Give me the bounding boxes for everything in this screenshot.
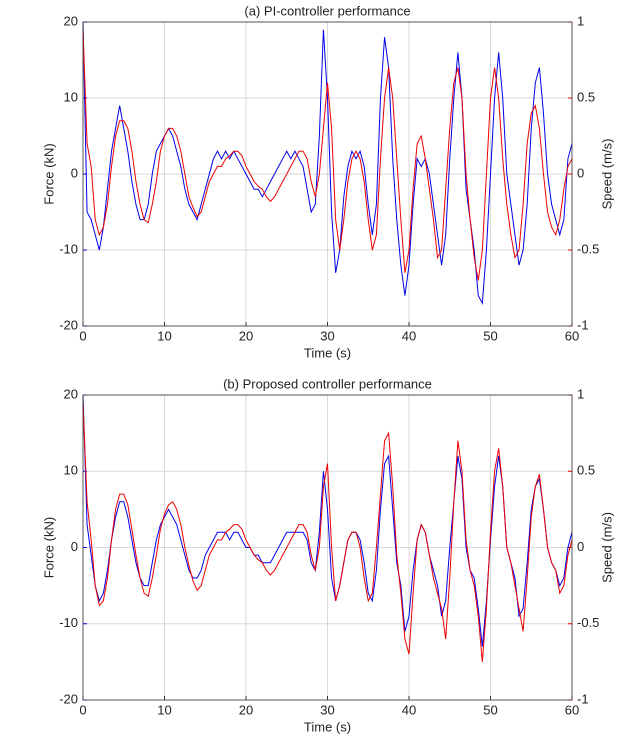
y-axis-label: Force (kN)	[41, 143, 56, 204]
y-tick-label: -10	[59, 241, 78, 256]
y2-tick-label: 0	[577, 539, 584, 554]
x-axis-label: Time (s)	[304, 719, 351, 734]
y-tick-label: -10	[59, 615, 78, 630]
plot-frame	[82, 21, 573, 327]
y2-tick-label: 1	[577, 386, 584, 401]
y-tick-label: 20	[64, 13, 78, 28]
y2-tick-label: 0.5	[577, 463, 595, 478]
y-tick-label: 0	[71, 539, 78, 554]
y2-tick-label: -1	[577, 317, 589, 332]
chart-title: (a) PI-controller performance	[244, 3, 410, 18]
x-tick-label: 0	[79, 702, 86, 717]
x-tick-label: 10	[157, 328, 171, 343]
x-tick-label: 20	[239, 702, 253, 717]
y2-tick-label: 1	[577, 13, 584, 28]
plot-frame	[82, 394, 573, 701]
y-tick-label: -20	[59, 691, 78, 706]
data-line	[82, 29, 573, 281]
y2-tick-label: -0.5	[577, 241, 599, 256]
y-tick-label: -20	[59, 317, 78, 332]
y-tick-label: 0	[71, 165, 78, 180]
x-tick-label: 20	[239, 328, 253, 343]
y2-tick-label: -0.5	[577, 615, 599, 630]
y2-tick-label: 0	[577, 165, 584, 180]
y-tick-label: 20	[64, 386, 78, 401]
x-tick-label: 40	[402, 702, 416, 717]
y-tick-label: 10	[64, 89, 78, 104]
y-tick-label: 10	[64, 463, 78, 478]
x-tick-label: 60	[565, 328, 579, 343]
x-tick-label: 40	[402, 328, 416, 343]
y2-tick-label: 0.5	[577, 89, 595, 104]
x-tick-label: 30	[320, 702, 334, 717]
x-tick-label: 10	[157, 702, 171, 717]
x-tick-label: 50	[483, 702, 497, 717]
data-line	[82, 402, 573, 662]
x-tick-label: 50	[483, 328, 497, 343]
x-axis-label: Time (s)	[304, 345, 351, 360]
y2-axis-label: Speed (m/s)	[599, 139, 614, 210]
y2-tick-label: -1	[577, 691, 589, 706]
x-tick-label: 0	[79, 328, 86, 343]
x-tick-label: 60	[565, 702, 579, 717]
x-tick-label: 30	[320, 328, 334, 343]
y-axis-label: Force (kN)	[41, 517, 56, 578]
y2-axis-label: Speed (m/s)	[599, 512, 614, 583]
chart-title: (b) Proposed controller performance	[223, 376, 432, 391]
